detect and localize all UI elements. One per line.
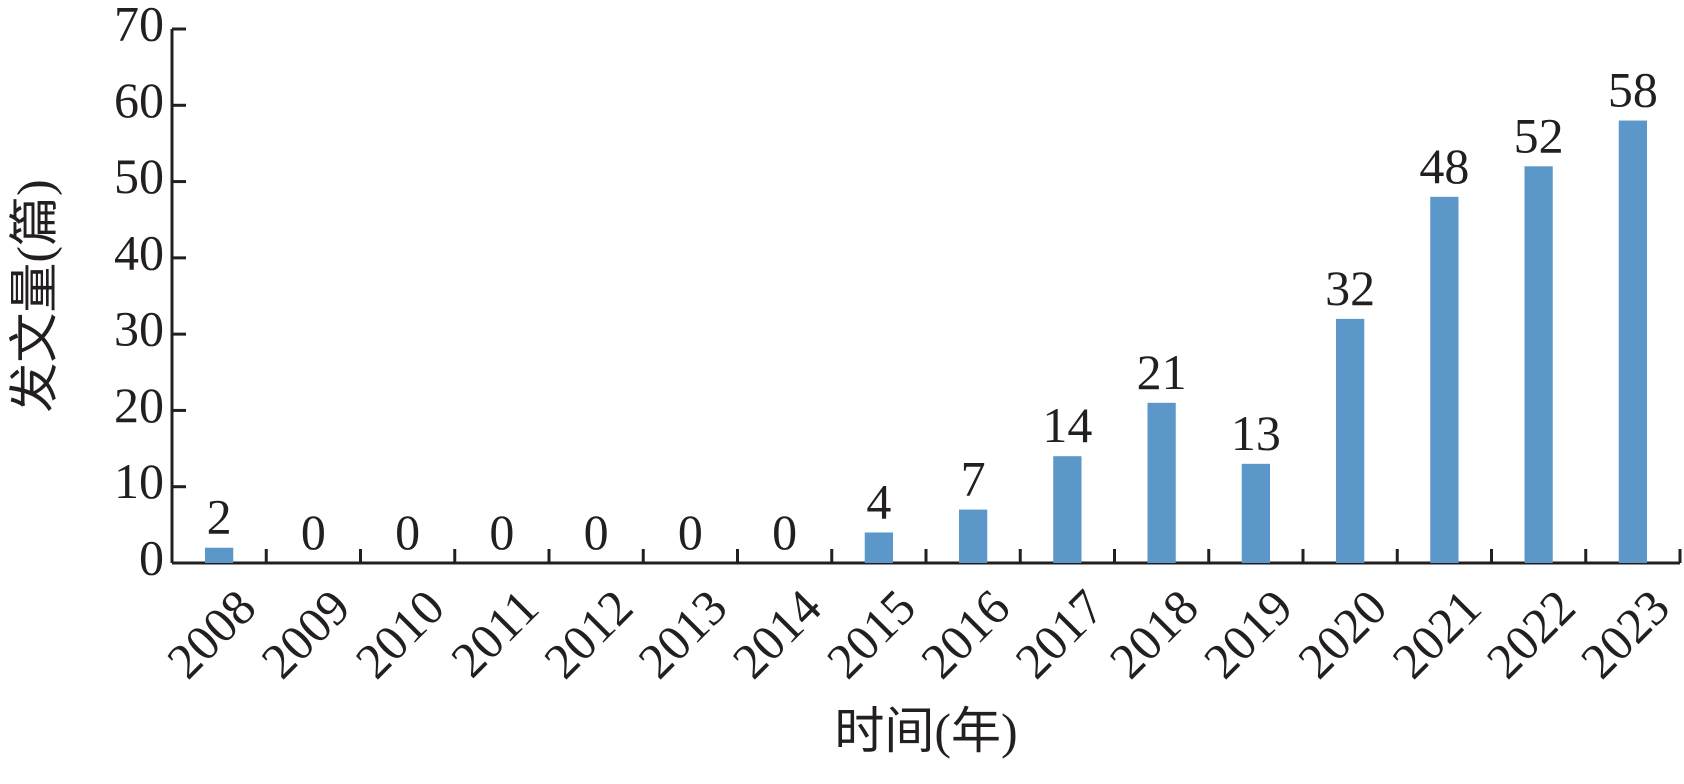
bar [1053,456,1082,563]
bar [204,547,234,563]
data-label: 21 [1137,344,1187,400]
x-tick-label: 2013 [627,579,737,689]
data-label: 32 [1325,260,1375,316]
data-label: 4 [866,473,891,529]
x-tick-label: 2023 [1570,579,1680,689]
x-tick-label: 2017 [1004,579,1114,689]
y-tick-label: 60 [114,72,164,128]
bar [958,509,988,563]
data-label: 0 [584,504,609,560]
x-axis-label: 时间(年) [834,703,1017,759]
y-tick-label: 70 [114,0,164,51]
y-tick-label: 40 [114,224,164,280]
x-tick-label: 2019 [1193,579,1303,689]
x-tick-label: 2015 [816,579,926,689]
data-label: 2 [207,489,232,545]
data-label: 58 [1608,62,1658,118]
data-label: 52 [1514,107,1564,163]
x-tick-label: 2010 [345,579,455,689]
data-label: 0 [301,504,326,560]
data-label: 14 [1042,397,1092,453]
bar [1147,402,1176,563]
data-label: 48 [1419,138,1469,194]
y-axis-label: 发文量(篇) [6,179,62,412]
y-tick-label: 10 [114,453,164,509]
data-label: 7 [961,451,986,507]
x-tick-label: 2008 [156,579,266,689]
bar [1524,166,1553,564]
data-label: 0 [772,504,797,560]
x-tick-label: 2020 [1287,579,1397,689]
x-tick-label: 2011 [440,579,549,688]
bar [1618,120,1648,564]
y-tick-label: 20 [114,377,164,433]
x-tick-label: 2022 [1476,579,1586,689]
bar [1430,196,1459,564]
data-label: 13 [1231,405,1281,461]
x-tick-label: 2009 [250,579,360,689]
x-tick-label: 2014 [722,579,832,689]
data-label: 0 [489,504,514,560]
x-tick-label: 2012 [533,579,643,689]
y-tick-label: 0 [139,529,164,585]
x-tick-label: 2016 [910,579,1020,689]
x-tick-label: 2021 [1381,579,1491,689]
data-label: 0 [395,504,420,560]
data-label: 0 [678,504,703,560]
y-tick-label: 50 [114,148,164,204]
bar [1241,463,1271,563]
bar [1335,318,1365,563]
x-tick-label: 2018 [1099,579,1209,689]
bar [864,532,894,563]
y-tick-label: 30 [114,301,164,357]
